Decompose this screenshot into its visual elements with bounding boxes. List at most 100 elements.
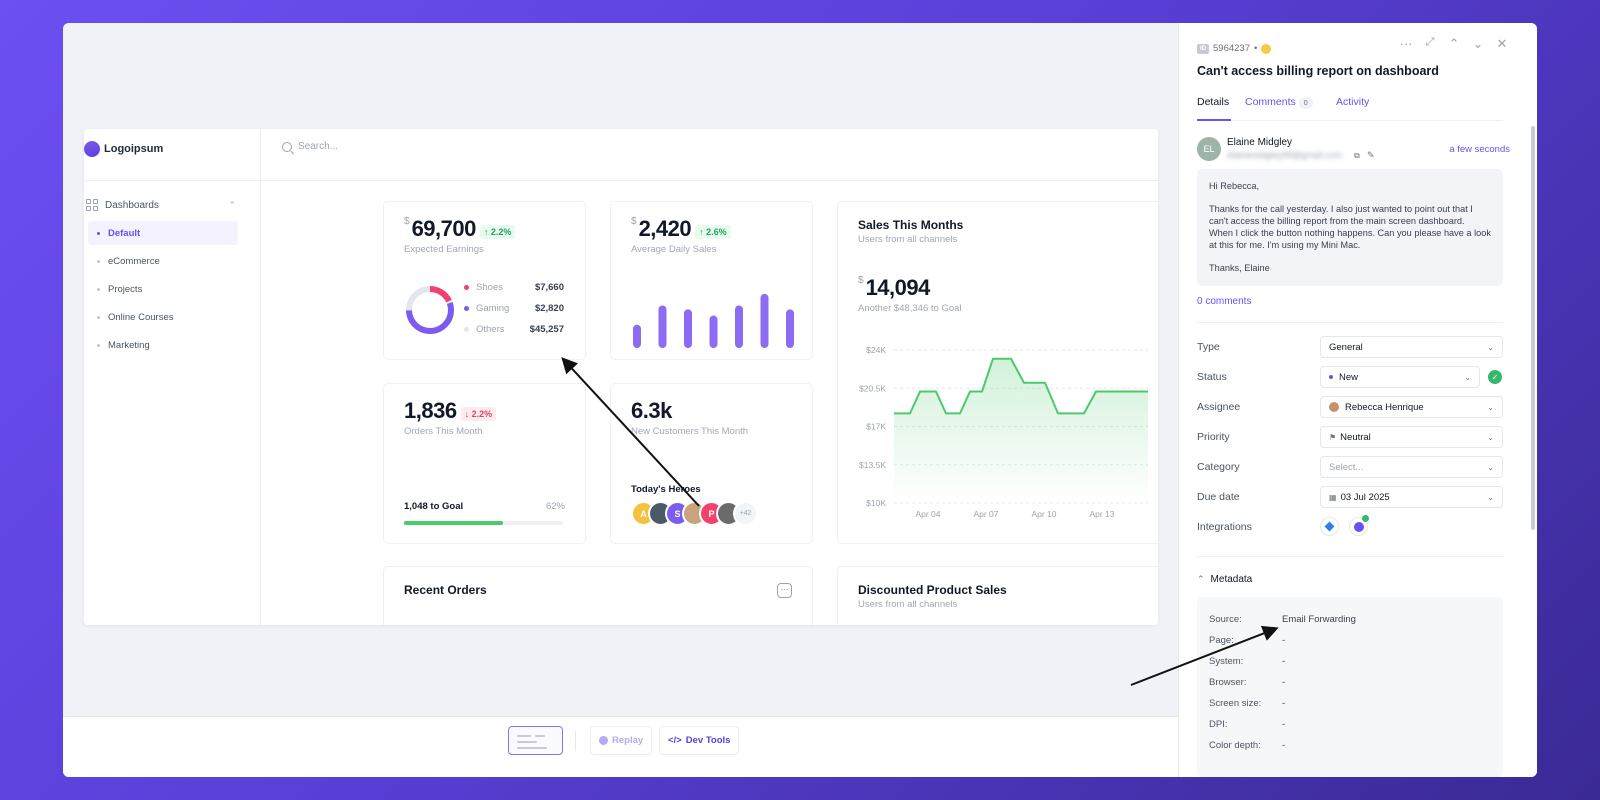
metadata-toggle[interactable]: ⌃ Metadata	[1197, 574, 1252, 585]
chevron-down-icon[interactable]: ⌄	[1472, 36, 1484, 51]
metadata-value: -	[1282, 677, 1286, 688]
field-label-assignee: Assignee	[1197, 401, 1241, 413]
metadata-label: DPI:	[1209, 719, 1228, 730]
chevron-down-icon: ⌄	[1487, 462, 1494, 472]
bar	[760, 293, 769, 348]
legend-label: Shoes	[476, 282, 503, 293]
logo-text: Logoipsum	[104, 143, 164, 155]
logo-icon	[84, 141, 100, 157]
avatar: EL	[1197, 137, 1221, 161]
nav-group-label: Dashboards	[105, 199, 159, 211]
replay-screenshot[interactable]: Logoipsum Dashboards ⌃ Default eCommerce…	[84, 129, 1158, 625]
more-options-icon[interactable]: ···	[1399, 36, 1413, 51]
assignee-select[interactable]: Rebecca Henrique ⌄	[1320, 396, 1503, 418]
edit-icon[interactable]: ✎	[1367, 150, 1375, 160]
dashboard-search[interactable]: Search...	[282, 141, 338, 152]
y-tick-label: $10K	[866, 498, 886, 508]
earnings-change-badge: ↑ 2.2%	[479, 224, 516, 239]
y-tick-label: $24K	[866, 345, 886, 355]
frowning-face-icon	[1261, 43, 1272, 54]
earnings-donut-chart	[406, 286, 454, 334]
assignee-value: Rebecca Henrique	[1345, 401, 1424, 413]
metadata-value: -	[1282, 740, 1286, 751]
type-select[interactable]: General ⌄	[1320, 336, 1503, 358]
card-title: Sales This Months	[858, 218, 964, 232]
avatar-more[interactable]: +42	[733, 501, 758, 526]
x-tick-label: Apr 10	[1031, 509, 1056, 519]
replay-button[interactable]: Replay	[590, 726, 653, 755]
separator: •	[1253, 43, 1258, 54]
chevron-up-icon: ⌃	[1197, 574, 1205, 584]
replay-label: Replay	[612, 735, 644, 746]
bar	[735, 305, 743, 348]
expand-icon[interactable]: ⤢	[1425, 36, 1435, 48]
category-value: Select...	[1329, 461, 1364, 473]
more-icon[interactable]: ···	[777, 583, 792, 598]
message-time: a few seconds	[1449, 144, 1510, 155]
ticket-panel: ID 5964237 • Can't access billing report…	[1178, 23, 1537, 777]
due-date-picker[interactable]: ▦ 03 Jul 2025 ⌄	[1320, 486, 1503, 508]
field-label-integrations: Integrations	[1197, 521, 1252, 533]
earnings-label: Expected Earnings	[404, 244, 484, 255]
series-line	[894, 357, 1148, 415]
metadata-label: Screen size:	[1209, 698, 1262, 709]
sender-name: Elaine Midgley	[1227, 137, 1293, 148]
priority-select[interactable]: ⚑ Neutral ⌄	[1320, 426, 1503, 448]
bar	[684, 309, 692, 348]
customers-value: 6.3k	[631, 398, 672, 423]
status-value: New	[1339, 371, 1359, 383]
scrollbar-thumb[interactable]	[1531, 126, 1535, 530]
metadata-label: Color depth:	[1209, 740, 1261, 751]
check-icon[interactable]: ✓	[1488, 370, 1502, 384]
card-new-customers: 6.3k New Customers This Month Today's He…	[610, 383, 813, 544]
avatar	[1329, 402, 1339, 412]
donut-slice	[406, 286, 454, 334]
metadata-value: -	[1282, 698, 1286, 709]
message-body: Hi Rebecca, Thanks for the call yesterda…	[1197, 169, 1503, 286]
search-placeholder: Search...	[298, 141, 339, 152]
tab-activity[interactable]: Activity	[1336, 96, 1370, 108]
nav-item-projects[interactable]: Projects	[88, 277, 238, 301]
nav-item-online-courses[interactable]: Online Courses	[88, 305, 238, 329]
area-fill	[894, 358, 1148, 503]
card-recent-orders: Recent Orders ···	[383, 566, 813, 625]
legend-dot	[464, 327, 469, 332]
nav-group-dashboards[interactable]: Dashboards ⌃	[86, 199, 236, 211]
dev-tools-label: Dev Tools	[685, 735, 731, 746]
linear-icon[interactable]	[1349, 515, 1369, 536]
comments-link[interactable]: 0 comments	[1197, 296, 1252, 307]
x-tick-label: Apr 13	[1089, 509, 1114, 519]
status-select[interactable]: New ⌄	[1320, 366, 1480, 388]
card-title: Recent Orders	[404, 583, 487, 597]
nav-item-ecommerce[interactable]: eCommerce	[88, 249, 238, 273]
copy-icon[interactable]: ⧉	[1354, 151, 1360, 160]
code-icon: </>	[668, 735, 682, 746]
nav-item-default[interactable]: Default	[88, 221, 238, 245]
message-greeting: Hi Rebecca,	[1209, 181, 1260, 191]
metadata-box: Source: Email Forwarding Page: - System:…	[1197, 597, 1503, 777]
message-text: Thanks for the call yesterday. I also ju…	[1209, 204, 1491, 250]
x-tick-label: Apr 07	[973, 509, 998, 519]
earnings-value: 69,700	[411, 216, 477, 241]
bar	[709, 315, 718, 348]
search-icon	[282, 141, 292, 152]
tab-comments[interactable]: Comments 0	[1245, 96, 1313, 121]
legend-row: Gaming $2,820	[464, 303, 564, 314]
replay-thumbnail[interactable]	[508, 726, 563, 755]
goal-progress-fill	[404, 521, 503, 525]
id-icon: ID	[1197, 43, 1209, 54]
ticket-id[interactable]: 5964237	[1213, 43, 1250, 54]
tab-details[interactable]: Details	[1197, 96, 1231, 121]
close-icon[interactable]: ✕	[1496, 36, 1508, 51]
metadata-value: Email Forwarding	[1282, 614, 1356, 625]
field-label-priority: Priority	[1197, 431, 1230, 443]
chevron-up-icon[interactable]: ⌃	[1448, 36, 1460, 51]
jira-icon[interactable]	[1320, 517, 1339, 536]
dev-tools-button[interactable]: </> Dev Tools	[659, 726, 740, 755]
category-select[interactable]: Select... ⌄	[1320, 456, 1503, 478]
chevron-up-icon: ⌃	[228, 199, 236, 210]
customers-label: New Customers This Month	[631, 426, 749, 437]
nav-item-marketing[interactable]: Marketing	[88, 333, 238, 357]
goal-progress-bar	[404, 521, 563, 525]
play-circle-icon	[599, 736, 608, 745]
